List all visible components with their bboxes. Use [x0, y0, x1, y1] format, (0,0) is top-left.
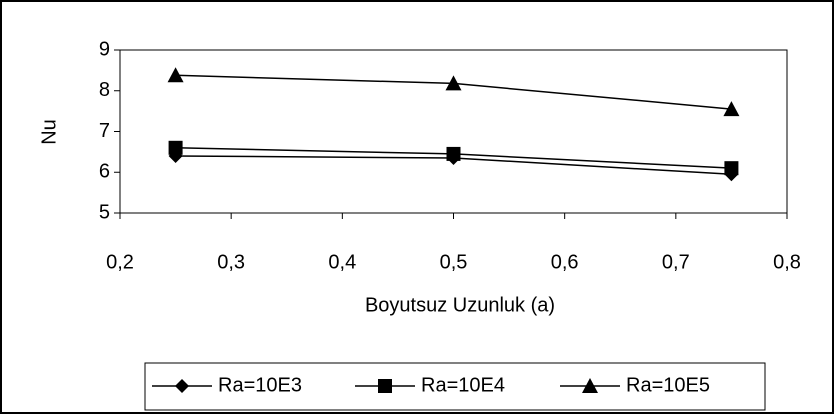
y-tick-label: 8 — [99, 79, 110, 101]
legend-label: Ra=10E4 — [421, 374, 505, 396]
y-tick-label: 6 — [99, 161, 110, 183]
marker — [723, 101, 740, 117]
legend-label: Ra=10E5 — [626, 374, 710, 396]
y-tick-label: 7 — [99, 120, 110, 142]
x-tick-label: 0,8 — [773, 251, 801, 273]
legend-box — [144, 362, 766, 411]
x-tick-label: 0,5 — [440, 251, 468, 273]
x-tick-label: 0,4 — [328, 251, 356, 273]
y-axis-label: Nu — [38, 119, 60, 145]
legend-label: Ra=10E3 — [218, 374, 302, 396]
marker — [175, 379, 189, 393]
y-tick-label: 9 — [99, 38, 110, 60]
marker — [167, 67, 184, 83]
x-tick-label: 0,3 — [217, 251, 245, 273]
x-tick-label: 0,7 — [662, 251, 690, 273]
marker — [378, 379, 392, 393]
marker — [446, 146, 461, 161]
x-tick-label: 0,2 — [106, 251, 134, 273]
x-tick-label: 0,6 — [551, 251, 579, 273]
y-tick-label: 5 — [99, 201, 110, 223]
marker — [582, 378, 598, 393]
x-axis-label: Boyutsuz Uzunluk (a) — [365, 294, 555, 316]
marker — [724, 161, 739, 176]
marker — [168, 140, 183, 155]
marker — [445, 75, 462, 91]
